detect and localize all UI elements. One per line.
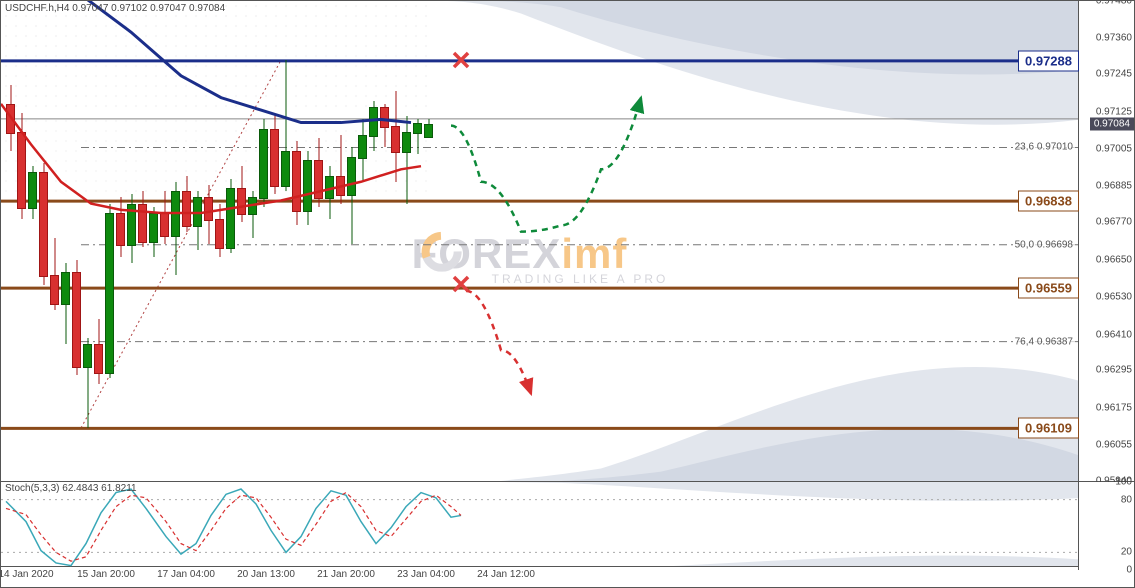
candle[interactable] xyxy=(171,1,180,481)
candle[interactable] xyxy=(380,1,389,481)
candle[interactable] xyxy=(149,1,158,481)
time-tick: 23 Jan 04:00 xyxy=(397,569,455,580)
candle[interactable] xyxy=(72,1,81,481)
stochastic-plot-area[interactable]: Stoch(5,3,3) 62.4843 61.8211 xyxy=(1,482,1079,570)
stoch-header: Stoch(5,3,3) 62.4843 61.8211 xyxy=(5,483,137,494)
stochastic-lines xyxy=(1,482,1079,570)
watermark-text-1: FOREX xyxy=(412,230,562,277)
x-mark-icon: ✕ xyxy=(450,269,472,300)
candle[interactable] xyxy=(248,1,257,481)
watermark-text-2: imf xyxy=(561,230,627,277)
time-x-axis[interactable]: 14 Jan 2020 15 Jan 20:00 17 Jan 04:00 20 Ja… xyxy=(1,566,1134,587)
watermark-tagline: TRADING LIKE A PRO xyxy=(492,272,669,286)
symbol-header: USDCHF.h,H4 0.97047 0.97102 0.97047 0.97… xyxy=(5,3,225,14)
price-tick: 0.97360 xyxy=(1096,33,1132,44)
price-tick: 0.96650 xyxy=(1096,254,1132,265)
price-tick: 0.97245 xyxy=(1096,69,1132,80)
level-price-label: 0.96109 xyxy=(1018,418,1079,439)
level-price-label: 0.96559 xyxy=(1018,278,1079,299)
candle[interactable] xyxy=(292,1,301,481)
price-y-axis[interactable]: 0.97480 0.97360 0.97245 0.97125 0.97005 0.968… xyxy=(1078,1,1134,481)
stoch-tick: 100 xyxy=(1115,477,1132,488)
time-tick: 15 Jan 20:00 xyxy=(77,569,135,580)
stoch-tick: 20 xyxy=(1121,547,1132,558)
stochastic-pane[interactable]: Stoch(5,3,3) 62.4843 61.8211 10080200 xyxy=(1,481,1134,570)
candle[interactable] xyxy=(336,1,345,481)
stoch-tick: 80 xyxy=(1121,494,1132,505)
candle[interactable] xyxy=(127,1,136,481)
candle[interactable] xyxy=(50,1,59,481)
price-tick: 0.96175 xyxy=(1096,402,1132,413)
candle[interactable] xyxy=(237,1,246,481)
candle[interactable] xyxy=(314,1,323,481)
price-tick: 0.96055 xyxy=(1096,440,1132,451)
candle[interactable] xyxy=(61,1,70,481)
price-plot-area[interactable]: FOREXimf TRADING LIKE A PRO xyxy=(1,1,1079,481)
candle[interactable] xyxy=(116,1,125,481)
fib-level-label: 76,4 0.96387 xyxy=(1013,336,1075,347)
price-tick: 0.96530 xyxy=(1096,292,1132,303)
candle[interactable] xyxy=(39,1,48,481)
candle[interactable] xyxy=(6,1,15,481)
time-tick: 24 Jan 12:00 xyxy=(477,569,535,580)
candle[interactable] xyxy=(94,1,103,481)
x-mark-icon: ✕ xyxy=(450,45,472,76)
price-tick: 0.96295 xyxy=(1096,365,1132,376)
current-price-tag: 0.97084 xyxy=(1090,118,1134,131)
candle[interactable] xyxy=(83,1,92,481)
time-tick: 20 Jan 13:00 xyxy=(237,569,295,580)
candle[interactable] xyxy=(160,1,169,481)
level-price-label: 0.97288 xyxy=(1018,50,1079,71)
candle[interactable] xyxy=(182,1,191,481)
price-tick: 0.97005 xyxy=(1096,144,1132,155)
main-price-pane[interactable]: FOREXimf TRADING LIKE A PRO xyxy=(1,1,1134,482)
candle[interactable] xyxy=(138,1,147,481)
chart-container: FOREXimf TRADING LIKE A PRO xyxy=(0,0,1135,588)
candle[interactable] xyxy=(413,1,422,481)
fib-level-label: 23,6 0.97010 xyxy=(1013,142,1075,153)
price-tick: 0.96410 xyxy=(1096,329,1132,340)
time-tick: 21 Jan 20:00 xyxy=(317,569,375,580)
candle[interactable] xyxy=(358,1,367,481)
candle[interactable] xyxy=(369,1,378,481)
candle[interactable] xyxy=(303,1,312,481)
candle[interactable] xyxy=(347,1,356,481)
candle[interactable] xyxy=(325,1,334,481)
candle[interactable] xyxy=(281,1,290,481)
candle[interactable] xyxy=(259,1,268,481)
fib-level-label: 50,0 0.96698 xyxy=(1013,239,1075,250)
stoch-envelope xyxy=(1,482,1079,570)
price-tick: 0.96770 xyxy=(1096,217,1132,228)
time-tick: 17 Jan 04:00 xyxy=(157,569,215,580)
candle[interactable] xyxy=(204,1,213,481)
candle[interactable] xyxy=(226,1,235,481)
candle[interactable] xyxy=(215,1,224,481)
time-tick: 14 Jan 2020 xyxy=(0,569,54,580)
candle[interactable] xyxy=(105,1,114,481)
candle[interactable] xyxy=(391,1,400,481)
candle[interactable] xyxy=(28,1,37,481)
stoch-y-axis[interactable]: 10080200 xyxy=(1078,482,1134,570)
price-tick: 0.97480 xyxy=(1096,0,1132,7)
candle[interactable] xyxy=(270,1,279,481)
price-tick: 0.96885 xyxy=(1096,181,1132,192)
stoch-tick: 0 xyxy=(1126,565,1132,576)
candle[interactable] xyxy=(402,1,411,481)
level-price-label: 0.96838 xyxy=(1018,191,1079,212)
price-tick: 0.97125 xyxy=(1096,106,1132,117)
candle[interactable] xyxy=(17,1,26,481)
candle[interactable] xyxy=(193,1,202,481)
candle[interactable] xyxy=(424,1,433,481)
